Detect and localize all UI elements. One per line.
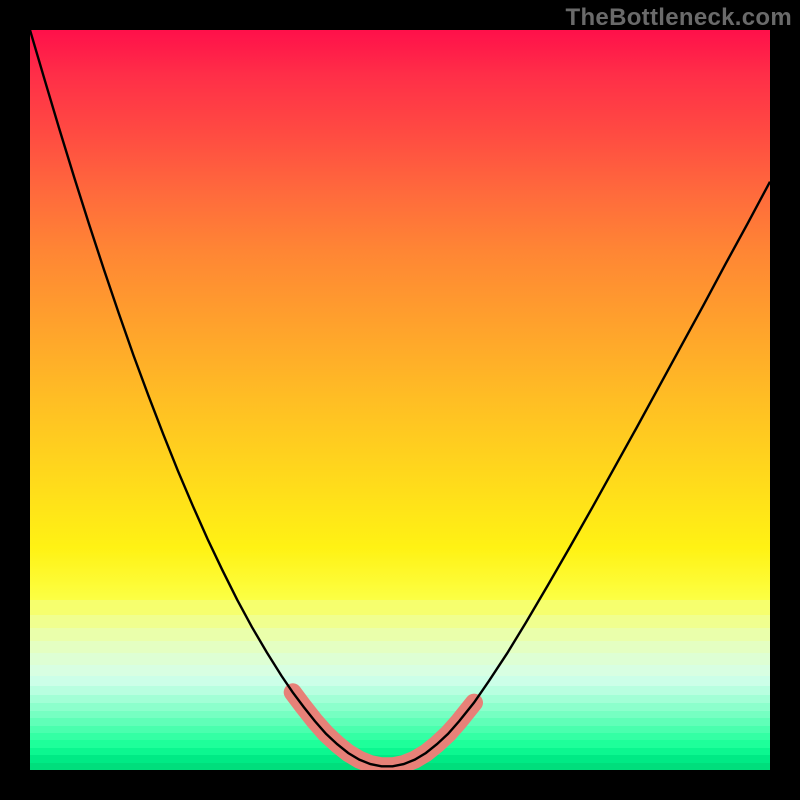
plot-area <box>30 30 770 770</box>
watermark-text: TheBottleneck.com <box>566 4 792 32</box>
bottleneck-curve <box>30 30 770 766</box>
curve-svg <box>30 30 770 770</box>
valley-highlight-curve <box>293 692 474 766</box>
chart-container: TheBottleneck.com <box>0 0 800 800</box>
